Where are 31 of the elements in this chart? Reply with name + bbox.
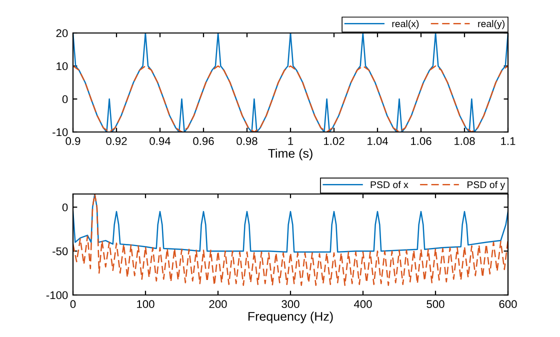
y-tick-label: 0 (62, 203, 68, 212)
x-tick-label: 1.1 (501, 137, 516, 145)
x-tick-label: 0.98 (236, 137, 258, 146)
x-tick-label: 0.96 (193, 137, 214, 146)
y-tick-label: 10 (56, 62, 68, 70)
x-tick-label: 600 (499, 300, 517, 308)
x-tick-label: 0 (70, 300, 76, 308)
x-tick-label: 0.9 (66, 137, 80, 146)
x-tick-label: 500 (426, 300, 444, 308)
x-tick-label: 1.06 (411, 137, 432, 146)
x-tick-label: 300 (282, 300, 300, 308)
x-tick-label: 400 (354, 300, 372, 308)
legend-label: PSD of x (370, 181, 408, 188)
x-tick-label: 1.04 (368, 137, 388, 146)
y-tick-label: -100 (46, 291, 68, 300)
y-tick-label: -10 (52, 128, 68, 136)
legend-label: PSD of y (468, 181, 506, 190)
x-tick-label: 1 (288, 137, 294, 145)
x-tick-label: 0.92 (106, 137, 127, 146)
y-tick-label: 0 (62, 95, 68, 104)
x-tick-label: 0.94 (150, 137, 170, 146)
legend-label: real(y) (478, 20, 504, 30)
legend-label: real(x) (392, 20, 419, 30)
y-tick-label: 20 (56, 29, 68, 38)
x-tick-label: 200 (209, 300, 227, 308)
x-axis-title: Frequency (Hz) (248, 312, 333, 324)
x-tick-label: 100 (137, 300, 154, 308)
x-tick-label: 1.08 (454, 137, 475, 146)
x-tick-label: 1.02 (324, 137, 344, 146)
x-axis-title: Time (s) (268, 148, 312, 160)
y-tick-label: -50 (52, 247, 68, 256)
